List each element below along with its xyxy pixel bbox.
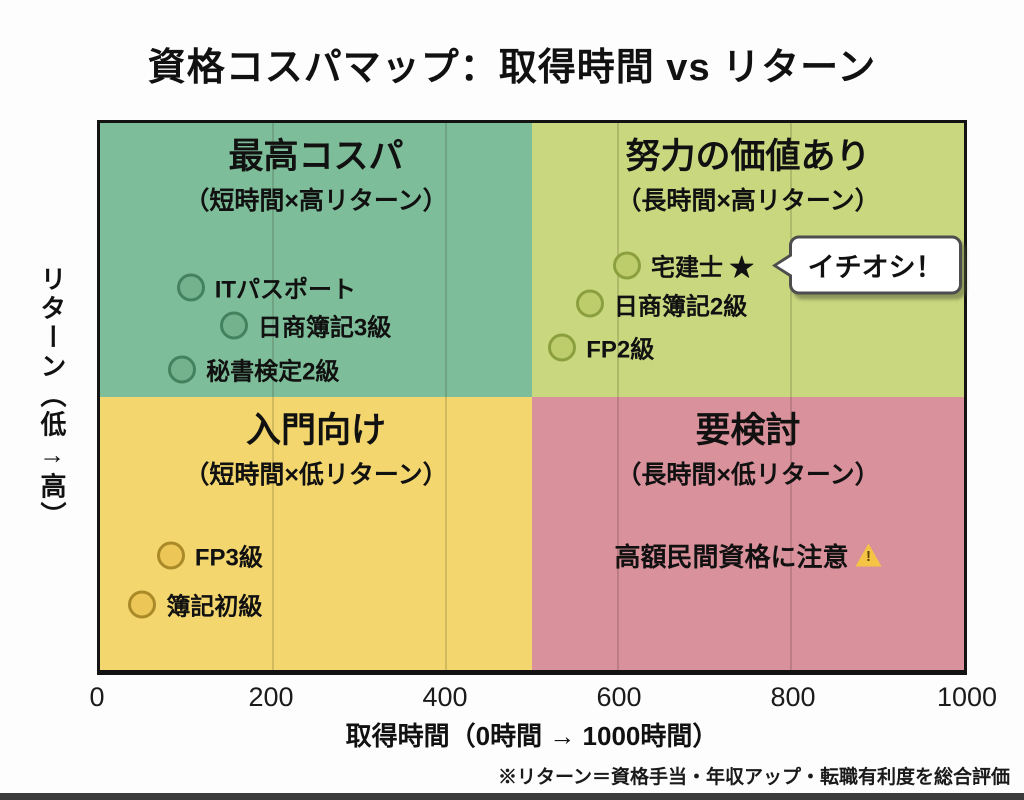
- scatter-point: 日商簿記3級: [219, 308, 392, 343]
- scatter-point: 日商簿記2級: [575, 286, 748, 321]
- point-marker: [613, 251, 642, 280]
- quadrant-bottom-left: 入門向け （短時間×低リターン）: [100, 396, 532, 670]
- quadrant-top-left: 最高コスパ （短時間×高リターン）: [100, 123, 532, 397]
- quadrant-title: 要検討: [695, 410, 801, 450]
- quadrant-subtitle: （短時間×低リターン）: [184, 460, 448, 489]
- x-axis-ticks: 0 200 400 600 800 1000: [89, 682, 997, 712]
- bottom-edge-bar: [0, 793, 1024, 800]
- x-axis-tick-label: 600: [596, 682, 642, 712]
- scatter-point: 簿記初級: [128, 587, 262, 622]
- x-axis-tick-label: 200: [248, 682, 294, 712]
- point-label: 宅建士 ★: [651, 254, 754, 282]
- point-label: ITパスポート: [214, 276, 357, 304]
- quadrant-subtitle: （長時間×高リターン）: [616, 187, 880, 216]
- x-axis-tick-label: 0: [89, 682, 105, 712]
- quadrant-title: 努力の価値あり: [625, 137, 871, 176]
- scatter-point: FP3級: [156, 538, 263, 573]
- quadrant-subtitle: （長時間×低リターン）: [616, 460, 880, 489]
- caution-note-text: 高額民間資格に注意: [614, 541, 849, 572]
- point-marker: [156, 541, 185, 570]
- quadrant-title: 最高コスパ: [228, 137, 404, 176]
- point-marker: [219, 311, 248, 340]
- footnote: ※リターン＝資格手当・年収アップ・転職有利度を総合評価: [497, 767, 1010, 788]
- point-marker: [575, 289, 604, 318]
- x-axis-title: 取得時間（0時間 → 1000時間）: [345, 721, 719, 751]
- point-label: 日商簿記3級: [257, 314, 392, 342]
- point-marker: [168, 355, 197, 384]
- warning-icon: !: [855, 543, 882, 567]
- point-label: FP3級: [194, 544, 263, 572]
- quadrant-bottom-right: 要検討 （長時間×低リターン） 高額民間資格に注意 !: [532, 396, 964, 670]
- x-axis-tick-label: 800: [770, 682, 816, 712]
- y-axis-label: リターン（低→高）: [37, 265, 67, 531]
- quadrant-subtitle: （短時間×高リターン）: [184, 187, 448, 216]
- scatter-point: 秘書検定2級: [168, 352, 339, 387]
- x-axis-tick-label: 400: [422, 682, 468, 712]
- point-marker: [548, 333, 577, 362]
- scatter-point: 宅建士 ★: [613, 248, 754, 283]
- point-marker: [176, 273, 205, 302]
- speech-bubble: イチオシ！: [788, 235, 962, 295]
- page-title: 資格コスパマップ：取得時間 vs リターン: [147, 47, 877, 89]
- scatter-point: FP2級: [548, 330, 654, 365]
- x-axis-tick-label: 1000: [936, 682, 998, 712]
- point-label: FP2級: [586, 336, 655, 364]
- quadrant-title: 入門向け: [245, 410, 386, 450]
- caution-note: 高額民間資格に注意 !: [614, 537, 882, 574]
- point-label: 日商簿記2級: [613, 293, 748, 320]
- scatter-point: ITパスポート: [176, 270, 357, 305]
- point-label: 秘書検定2級: [206, 358, 340, 386]
- point-marker: [128, 590, 157, 619]
- point-label: 簿記初級: [166, 593, 263, 621]
- chart-area: 最高コスパ （短時間×高リターン） 努力の価値あり （長時間×高リターン） 入門…: [97, 120, 967, 675]
